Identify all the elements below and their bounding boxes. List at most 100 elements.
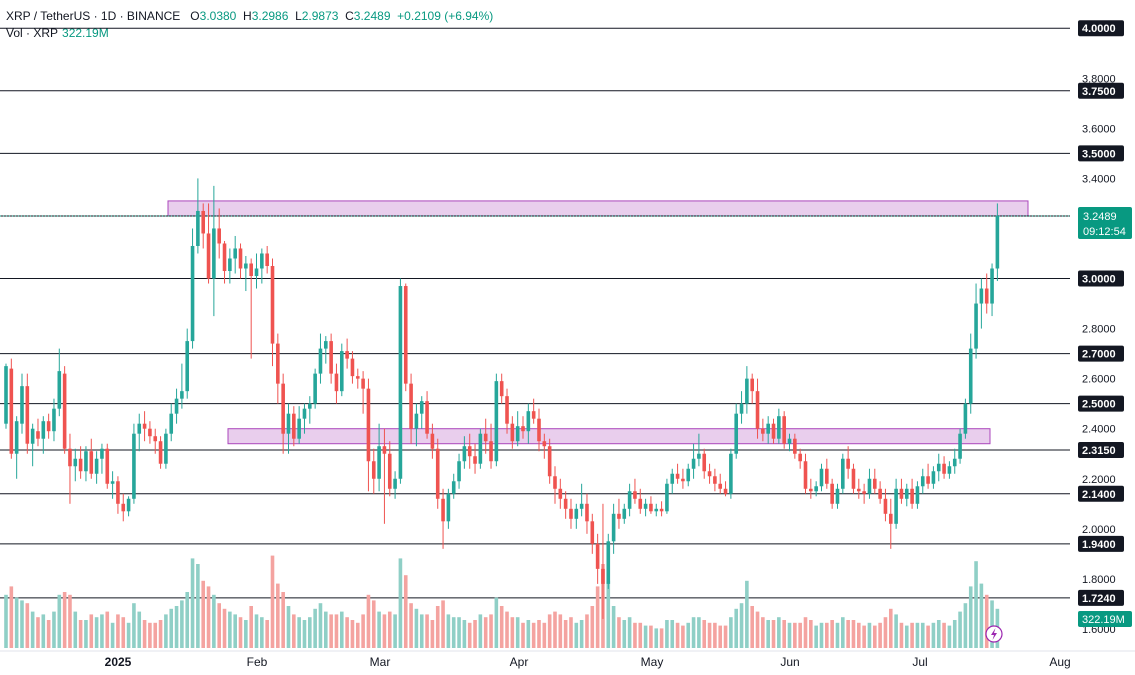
candle-body [265, 253, 269, 267]
candle-body [387, 453, 392, 489]
candle-body [761, 428, 765, 434]
volume-bar [707, 622, 712, 648]
candle-body [286, 413, 291, 434]
candle-body [276, 343, 280, 384]
candle-body [36, 431, 40, 439]
candle-body [521, 426, 525, 432]
volume-bar [537, 620, 541, 648]
volume-bar [398, 558, 403, 648]
candle-body [862, 491, 866, 494]
candle-body [254, 268, 259, 277]
volume-bar [835, 622, 840, 648]
level-price-tag [1078, 82, 1124, 99]
change-value: +0.2109 (+6.94%) [397, 9, 494, 23]
low-label: L [295, 9, 302, 23]
volume-bar [947, 625, 952, 648]
candle-body [718, 483, 723, 489]
volume-bar [755, 611, 760, 648]
volume-bar [430, 620, 435, 648]
level-price-tag-text: 4.0000 [1082, 23, 1116, 35]
volume-bar [958, 611, 962, 648]
candle-body [361, 378, 365, 389]
candle-body [158, 441, 163, 464]
level-price-tag [1078, 270, 1124, 287]
candle-body [68, 448, 72, 467]
candle-body [878, 488, 882, 499]
volume-bar [547, 614, 552, 648]
x-tick-label: Jul [912, 655, 927, 669]
volume-bar [483, 617, 488, 648]
volume-bar [318, 603, 323, 648]
volume-bar [244, 620, 248, 648]
volume-bar [169, 608, 174, 648]
volume-bar [718, 625, 723, 648]
volume-bar [739, 603, 744, 648]
level-price-tag [1078, 345, 1124, 362]
volume-bar [713, 622, 717, 648]
volume-bar [276, 583, 280, 648]
candle-body [366, 388, 371, 462]
volume-bar [121, 617, 126, 648]
level-price-tag [1078, 589, 1124, 606]
volume-bar [521, 622, 525, 648]
volume-bar [30, 611, 35, 648]
candle-body [233, 248, 237, 259]
volume-bar [936, 620, 941, 648]
candle-body [633, 491, 637, 499]
volume-bar [409, 603, 413, 648]
volume-bar [212, 594, 216, 648]
candle-body [324, 341, 328, 349]
candle-body [606, 541, 611, 584]
x-tick-label: Apr [510, 655, 529, 669]
candle-body [707, 471, 712, 477]
y-tick-label: 3.4000 [1082, 173, 1116, 185]
volume-bar [782, 620, 786, 648]
candle-body [425, 401, 429, 434]
level-price-tag-text: 2.1400 [1082, 489, 1116, 501]
candle-body [339, 351, 344, 392]
volume-bar [633, 622, 637, 648]
candle-body [116, 481, 120, 504]
candle-body [345, 351, 349, 359]
current-price-tag [1078, 206, 1132, 239]
candle-body [174, 398, 179, 414]
candle-body [446, 493, 451, 522]
volume-bar [553, 611, 557, 648]
open-label: O [190, 9, 200, 23]
volume-bar [116, 614, 120, 648]
volume-bar [526, 620, 531, 648]
volume-bar [558, 614, 563, 648]
volume-bar [952, 620, 957, 648]
volume-bar [542, 622, 547, 648]
candle-body [819, 468, 824, 487]
volume-bar [132, 603, 136, 648]
candle-body [857, 488, 861, 492]
volume-bar [238, 617, 243, 648]
candle-body [670, 473, 675, 484]
volume-bar [675, 622, 680, 648]
high-label: H [243, 9, 252, 23]
candle-body [308, 403, 312, 409]
candle-body [643, 503, 648, 509]
candle-body [595, 543, 600, 569]
candle-body [142, 423, 147, 429]
volume-bar [803, 617, 808, 648]
candle-body [222, 243, 227, 272]
candle-body [52, 408, 56, 432]
volume-bar [355, 622, 360, 648]
candle-body [622, 508, 627, 519]
candle-body [974, 303, 978, 349]
volume-bar [414, 608, 419, 648]
volume-bar [20, 600, 24, 648]
volume-bar [825, 622, 829, 648]
volume-bar [451, 617, 456, 648]
candle-body [435, 448, 440, 499]
candle-body [212, 228, 216, 279]
candle-body [462, 446, 467, 462]
candle-body [750, 378, 754, 392]
volume-bar [563, 620, 568, 648]
volume-bar [670, 620, 675, 648]
volume-bar [158, 620, 163, 648]
volume-bar [297, 617, 301, 648]
